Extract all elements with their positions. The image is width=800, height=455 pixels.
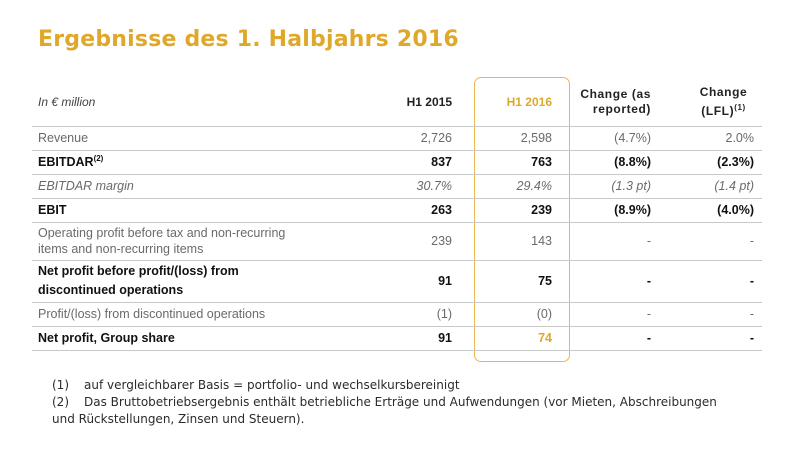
cell-change-lfl: 2.0% xyxy=(663,125,762,150)
cell-h1-2015: 2,726 xyxy=(378,125,458,150)
cell-h1-2015: (1) xyxy=(378,301,458,326)
cell-change-reported: - xyxy=(558,221,663,260)
header-change-reported: Change (as reported) xyxy=(558,78,663,126)
header-change-lfl-line2: (LFL) xyxy=(701,103,735,118)
results-table-container: In € million H1 2015 H1 2016 Change (as … xyxy=(32,78,762,351)
cell-change-reported: - xyxy=(558,325,663,351)
header-change-reported-line2: reported) xyxy=(592,101,651,116)
cell-change-reported: (1.3 pt) xyxy=(558,173,663,198)
header-unit-label: In € million xyxy=(38,94,96,109)
table-row: Net profit before profit/(loss) from dis… xyxy=(32,259,762,302)
cell-h1-2015: 263 xyxy=(378,197,458,222)
cell-h1-2016: 74 xyxy=(458,325,558,351)
footnote-2: (2) Das Bruttobetriebsergebnis enthält b… xyxy=(52,394,772,411)
cell-h1-2015: 837 xyxy=(378,149,458,174)
header-change-lfl: Change (LFL)(1) xyxy=(663,78,762,126)
cell-h1-2016: 763 xyxy=(458,149,558,174)
cell-h1-2016: 143 xyxy=(458,221,558,260)
page-title: Ergebnisse des 1. Halbjahrs 2016 xyxy=(38,27,459,52)
row-label: EBITDAR margin xyxy=(32,173,378,198)
footnote-text: Das Bruttobetriebsergebnis enthält betri… xyxy=(84,395,717,409)
cell-change-lfl: - xyxy=(663,259,762,302)
cell-change-lfl: - xyxy=(663,325,762,351)
table-row: EBITDAR margin 30.7% 29.4% (1.3 pt) (1.4… xyxy=(32,173,762,198)
footnote-marker: (1) xyxy=(52,378,69,392)
cell-h1-2015: 239 xyxy=(378,221,458,260)
cell-change-reported: (8.8%) xyxy=(558,149,663,174)
cell-change-reported: (4.7%) xyxy=(558,125,663,150)
row-label: EBITDAR(2) xyxy=(32,149,378,174)
row-label: Revenue xyxy=(32,125,378,150)
row-label: EBIT xyxy=(32,197,378,222)
table-row: Revenue 2,726 2,598 (4.7%) 2.0% xyxy=(32,125,762,150)
row-label-footnote-ref: (2) xyxy=(93,154,104,164)
cell-h1-2016: 75 xyxy=(458,259,558,302)
header-change-lfl-footnote-ref: (1) xyxy=(734,102,746,112)
cell-change-reported: - xyxy=(558,259,663,302)
results-table: In € million H1 2015 H1 2016 Change (as … xyxy=(32,78,762,351)
row-label-line1: Net profit before profit/(loss) from xyxy=(38,264,239,278)
cell-h1-2015: 91 xyxy=(378,325,458,351)
cell-h1-2015: 91 xyxy=(378,259,458,302)
table-header-row: In € million H1 2015 H1 2016 Change (as … xyxy=(32,78,762,126)
cell-h1-2015: 30.7% xyxy=(378,173,458,198)
cell-change-lfl: - xyxy=(663,221,762,260)
header-h1-2015: H1 2015 xyxy=(406,94,452,109)
cell-h1-2016: 2,598 xyxy=(458,125,558,150)
row-label: Net profit before profit/(loss) from dis… xyxy=(32,259,378,302)
cell-change-reported: - xyxy=(558,301,663,326)
footnote-1: (1) auf vergleichbarer Basis = portfolio… xyxy=(52,377,772,394)
header-change-reported-line1: Change (as xyxy=(580,86,651,101)
cell-h1-2016: (0) xyxy=(458,301,558,326)
footnote-marker: (2) xyxy=(52,395,69,409)
table-row: EBIT 263 239 (8.9%) (4.0%) xyxy=(32,197,762,222)
row-label: Operating profit before tax and non-recu… xyxy=(32,221,378,260)
footnote-text: auf vergleichbarer Basis = portfolio- un… xyxy=(84,378,460,392)
cell-h1-2016: 239 xyxy=(458,197,558,222)
cell-change-lfl: (1.4 pt) xyxy=(663,173,762,198)
table-row: EBITDAR(2) 837 763 (8.8%) (2.3%) xyxy=(32,149,762,174)
table-row: Profit/(loss) from discontinued operatio… xyxy=(32,301,762,326)
cell-change-lfl: (2.3%) xyxy=(663,149,762,174)
footnotes: (1) auf vergleichbarer Basis = portfolio… xyxy=(52,377,772,428)
cell-h1-2016: 29.4% xyxy=(458,173,558,198)
row-label-line1: Operating profit before tax and non-recu… xyxy=(38,226,286,240)
row-label-line2: items and non-recurring items xyxy=(38,242,204,256)
header-change-lfl-line1: Change xyxy=(699,84,748,99)
header-h1-2016: H1 2016 xyxy=(506,94,552,109)
table-row: Operating profit before tax and non-recu… xyxy=(32,221,762,260)
cell-change-lfl: (4.0%) xyxy=(663,197,762,222)
row-label: Net profit, Group share xyxy=(32,325,378,351)
cell-change-lfl: - xyxy=(663,301,762,326)
row-label-line2: discontinued operations xyxy=(38,283,184,297)
row-label-text: EBITDAR xyxy=(38,155,94,170)
cell-change-reported: (8.9%) xyxy=(558,197,663,222)
footnote-2-continuation: und Rückstellungen, Zinsen und Steuern). xyxy=(52,412,305,426)
row-label: Profit/(loss) from discontinued operatio… xyxy=(32,301,378,326)
table-row: Net profit, Group share 91 74 - - xyxy=(32,325,762,351)
